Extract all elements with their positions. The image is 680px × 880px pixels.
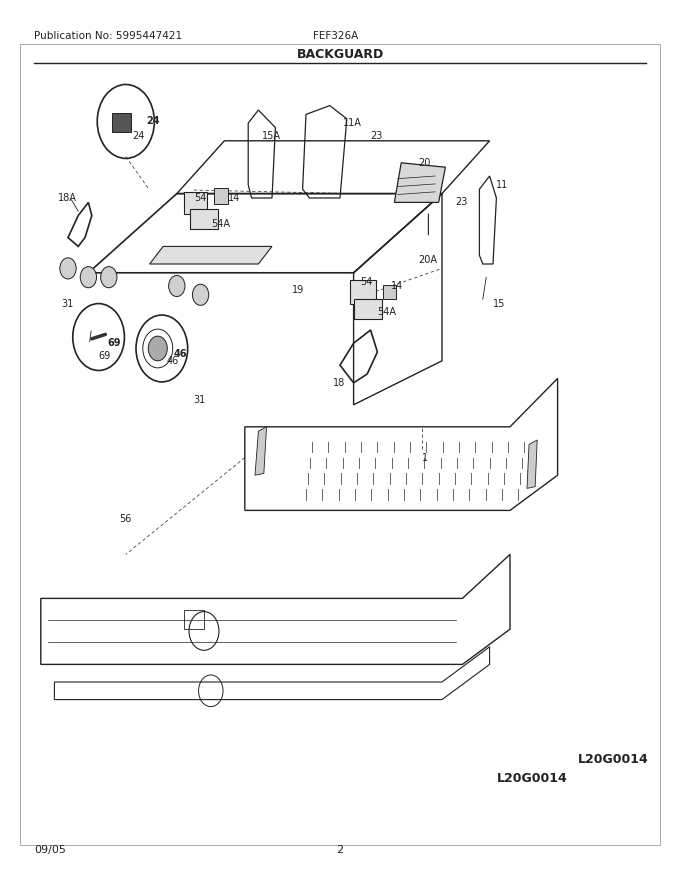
Text: 23: 23 [456,197,468,208]
Text: 15A: 15A [262,131,281,142]
Text: BACKGUARD: BACKGUARD [296,48,384,62]
FancyBboxPatch shape [383,285,396,299]
Text: 20A: 20A [418,254,437,265]
Polygon shape [255,427,267,475]
Text: 15: 15 [493,298,505,309]
Text: 2: 2 [337,846,343,855]
FancyBboxPatch shape [190,209,218,229]
Text: 46: 46 [167,356,179,366]
Text: 19: 19 [292,285,305,296]
Circle shape [148,336,167,361]
Circle shape [60,258,76,279]
Circle shape [169,275,185,297]
Text: 23: 23 [371,131,383,142]
Circle shape [101,267,117,288]
Circle shape [80,267,97,288]
Circle shape [192,284,209,305]
Text: FEF326A: FEF326A [313,31,358,40]
Text: 46: 46 [173,348,187,359]
Text: 14: 14 [391,281,403,291]
FancyBboxPatch shape [214,188,228,204]
Text: 31: 31 [194,395,206,406]
Text: 31: 31 [61,298,73,309]
Text: 09/05: 09/05 [34,846,66,855]
Polygon shape [527,440,537,488]
Text: Publication No: 5995447421: Publication No: 5995447421 [34,31,182,40]
Polygon shape [150,246,272,264]
Text: 14: 14 [228,193,240,203]
Text: 11: 11 [496,180,509,190]
FancyBboxPatch shape [350,280,376,304]
FancyBboxPatch shape [354,299,382,319]
Text: 54: 54 [194,193,206,203]
Text: 24: 24 [133,131,145,142]
Text: 1: 1 [422,452,428,463]
Text: L20G0014: L20G0014 [578,752,649,766]
Text: 54: 54 [360,276,373,287]
Text: 54A: 54A [211,219,230,230]
Text: 54A: 54A [377,307,396,318]
Text: 69: 69 [99,351,111,362]
Text: 69: 69 [107,338,121,348]
FancyBboxPatch shape [112,113,131,132]
Text: 56: 56 [119,514,131,524]
Text: 18A: 18A [58,193,77,203]
Text: L20G0014: L20G0014 [496,773,567,785]
Text: 20: 20 [418,158,430,168]
FancyBboxPatch shape [184,192,207,214]
Text: 18: 18 [333,378,345,388]
Text: 11A: 11A [343,118,362,128]
Text: 24: 24 [146,116,160,127]
Polygon shape [394,163,445,202]
